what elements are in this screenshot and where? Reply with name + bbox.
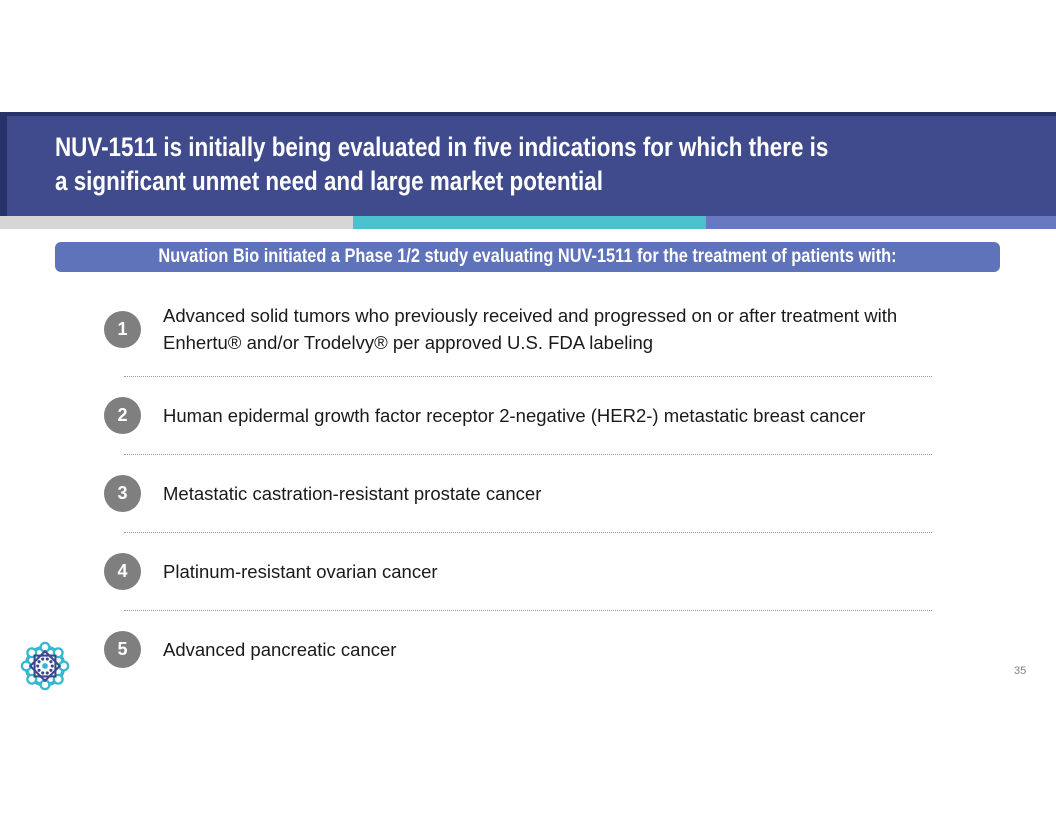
- accent-stripe-blue: [706, 216, 1056, 229]
- item-text: Human epidermal growth factor receptor 2…: [163, 405, 866, 426]
- list-item: 4 Platinum-resistant ovarian cancer: [104, 533, 932, 610]
- dotted-divider: [124, 532, 932, 533]
- item-text: Advanced solid tumors who previously rec…: [163, 305, 898, 353]
- item-number-badge: 3: [104, 475, 141, 512]
- item-text: Metastatic castration-resistant prostate…: [163, 483, 542, 504]
- list-item: 3 Metastatic castration-resistant prosta…: [104, 455, 932, 532]
- item-number-badge: 1: [104, 310, 141, 348]
- page-number: 35: [1014, 665, 1027, 677]
- item-text: Advanced pancreatic cancer: [163, 639, 397, 660]
- dotted-divider: [124, 376, 932, 377]
- study-banner: Nuvation Bio initiated a Phase 1/2 study…: [55, 242, 1000, 272]
- header-band: [0, 112, 1056, 216]
- item-number-badge: 2: [104, 397, 141, 434]
- indication-list: 1 Advanced solid tumors who previously r…: [104, 282, 932, 688]
- slide-title-line-1: NUV-1511 is initially being evaluated in…: [55, 132, 829, 162]
- accent-stripe-teal: [353, 216, 706, 229]
- slide-title-line-2: a significant unmet need and large marke…: [55, 166, 603, 196]
- slide-title: NUV-1511 is initially being evaluated in…: [55, 130, 987, 198]
- dotted-divider: [124, 454, 932, 455]
- study-banner-text: Nuvation Bio initiated a Phase 1/2 study…: [158, 246, 897, 267]
- dotted-divider: [124, 610, 932, 611]
- item-text: Platinum-resistant ovarian cancer: [163, 561, 438, 582]
- item-number-badge: 5: [104, 631, 141, 668]
- item-number-badge: 4: [104, 553, 141, 590]
- list-item: 5 Advanced pancreatic cancer: [104, 611, 932, 688]
- nuvation-bio-logo-icon: [20, 641, 70, 691]
- accent-stripe-gray: [0, 216, 353, 229]
- list-item: 1 Advanced solid tumors who previously r…: [104, 282, 932, 376]
- list-item: 2 Human epidermal growth factor receptor…: [104, 377, 932, 454]
